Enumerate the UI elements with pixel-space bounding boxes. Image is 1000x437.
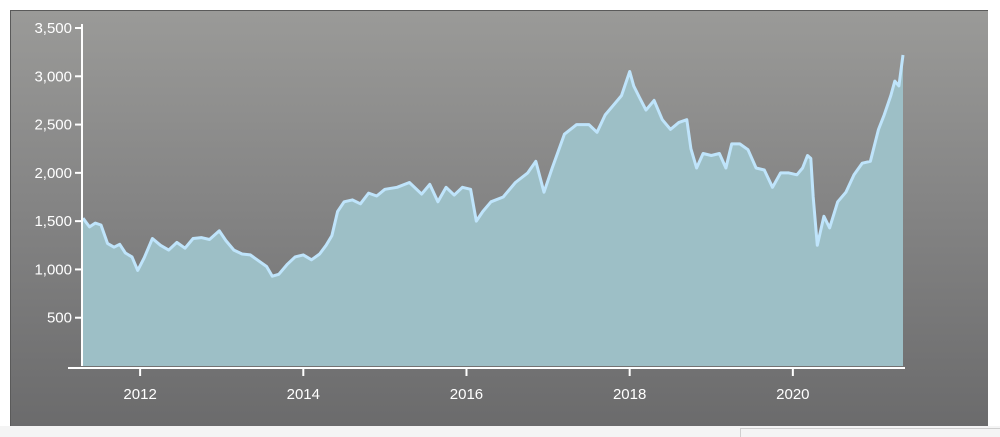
y-tick-label: 3,000 (34, 68, 72, 85)
series-line (81, 54, 905, 278)
x-tick-label: 2018 (613, 386, 646, 403)
x-tick-label: 2012 (123, 386, 156, 403)
plot-area (81, 54, 905, 366)
series-area (83, 55, 903, 366)
page-corner-mark (740, 428, 1000, 437)
y-tick-label: 500 (47, 310, 72, 327)
x-tick-label: 2014 (287, 386, 320, 403)
x-tick-label: 2020 (776, 386, 809, 403)
axes (68, 24, 905, 376)
y-tick-label: 2,500 (34, 117, 72, 134)
x-tick-label: 2016 (450, 386, 483, 403)
y-tick-label: 1,500 (34, 213, 72, 230)
y-tick-label: 1,000 (34, 261, 72, 278)
page-bottom-strip (0, 426, 1000, 437)
tick-labels: 500 1,000 1,500 2,000 2,500 3,000 3,500 2012 201… (34, 20, 809, 403)
y-tick-label: 3,500 (34, 20, 72, 37)
y-tick-label: 2,000 (34, 165, 72, 182)
